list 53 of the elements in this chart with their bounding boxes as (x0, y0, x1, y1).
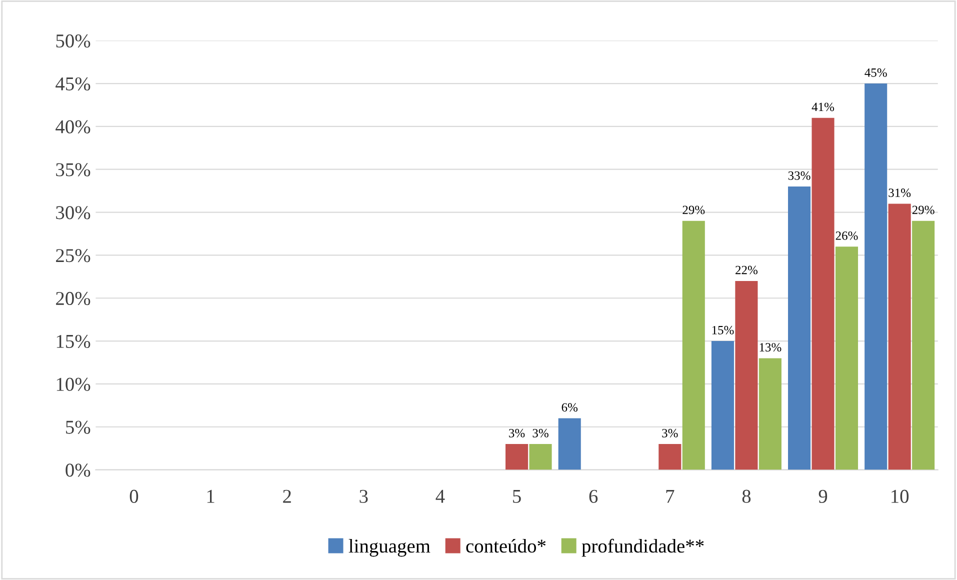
data-label: 3% (532, 428, 548, 438)
y-tick-label: 0% (66, 464, 90, 477)
bar (658, 444, 682, 470)
legend-label: profundidade** (582, 538, 704, 557)
data-label: 29% (682, 206, 705, 214)
x-tick-label: 4 (436, 490, 445, 503)
x-tick-label: 9 (818, 490, 828, 503)
y-tick-label: 45% (56, 77, 90, 91)
y-tick-label: 15% (56, 334, 90, 348)
data-label: 33% (788, 171, 810, 180)
bar (758, 358, 782, 470)
data-label: 15% (712, 326, 734, 334)
bar (835, 246, 858, 470)
bar (682, 220, 705, 470)
legend-label: conteúdo* (466, 538, 546, 553)
x-tick-label: 3 (360, 490, 368, 503)
y-tick-label: 50% (56, 34, 90, 48)
bar (711, 341, 734, 470)
data-label: 3% (509, 428, 525, 438)
x-tick-label: 6 (589, 490, 598, 503)
data-label: 3% (662, 428, 678, 438)
bar (864, 84, 888, 470)
data-label: 45% (864, 68, 887, 77)
y-tick-label: 5% (66, 420, 90, 434)
bar (558, 418, 581, 470)
y-tick-label: 25% (56, 249, 90, 262)
bar (888, 204, 911, 470)
x-tick-label: 2 (283, 490, 291, 503)
legend-label: linguagem (348, 539, 430, 557)
x-tick-label: 5 (513, 490, 521, 503)
y-tick-label: 35% (56, 163, 90, 176)
bar (912, 220, 935, 470)
x-tick-label: 8 (742, 490, 751, 503)
y-tick-label: 20% (56, 292, 90, 306)
x-tick-label: 10 (892, 490, 909, 503)
bar (529, 444, 552, 470)
x-tick-label: 1 (207, 490, 214, 503)
bar (735, 280, 758, 470)
data-label: 22% (736, 266, 758, 274)
y-tick-label: 10% (56, 378, 90, 391)
y-tick-label: 40% (56, 120, 90, 134)
x-tick-label: 0 (130, 490, 138, 503)
data-label: 41% (812, 102, 834, 112)
data-label: 13% (760, 343, 782, 352)
bar (506, 444, 528, 470)
data-label: 6% (562, 403, 578, 412)
data-label: 26% (836, 231, 858, 240)
bar (812, 118, 834, 470)
data-label: 29% (912, 206, 934, 214)
bar (788, 186, 811, 470)
y-tick-label: 30% (56, 206, 90, 220)
data-label: 31% (888, 188, 911, 198)
x-tick-label: 7 (666, 490, 674, 503)
